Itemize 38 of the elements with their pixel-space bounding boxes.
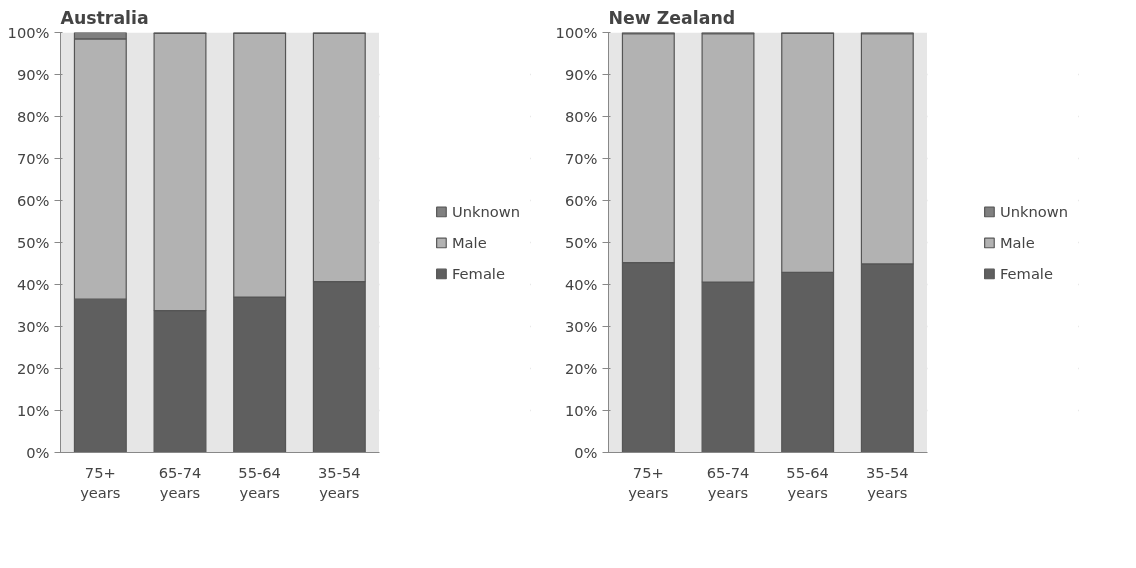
y-tick-label: 30% bbox=[564, 318, 598, 335]
y-tick-label: 80% bbox=[564, 108, 598, 125]
x-tick-label: 35-54 years bbox=[866, 463, 909, 501]
y-tick-label: 70% bbox=[564, 150, 598, 167]
y-tick-label: 20% bbox=[564, 360, 598, 377]
x-tick-label: 35-54 years bbox=[318, 463, 361, 501]
legend-label: Unknown bbox=[451, 202, 520, 220]
y-tick-label: 90% bbox=[16, 66, 50, 83]
y-tick-label: 60% bbox=[16, 192, 50, 209]
y-tick-label: 20% bbox=[16, 360, 50, 377]
y-tick-label: 50% bbox=[16, 234, 50, 251]
y-tick-label: 10% bbox=[16, 402, 50, 419]
x-tick-label: 65-74 years bbox=[706, 463, 750, 501]
x-tick-label: 75+ years bbox=[80, 463, 121, 501]
legend-label: Female bbox=[451, 264, 505, 282]
x-tick-label: 55-64 years bbox=[238, 463, 281, 501]
x-tick-label: 75+ years bbox=[628, 463, 669, 501]
y-tick-label: 90% bbox=[564, 66, 598, 83]
y-tick-label: 80% bbox=[16, 108, 50, 125]
legend-label: Female bbox=[999, 264, 1053, 282]
y-tick-label: 50% bbox=[564, 234, 598, 251]
legend-label: Unknown bbox=[999, 202, 1068, 220]
chart-title: Australia bbox=[60, 7, 149, 28]
y-tick-label: 0% bbox=[26, 444, 50, 461]
y-tick-label: 30% bbox=[16, 318, 50, 335]
y-tick-label: 70% bbox=[16, 150, 50, 167]
y-tick-label: 10% bbox=[564, 402, 598, 419]
x-tick-label: 55-64 years bbox=[786, 463, 829, 501]
legend-label: Male bbox=[451, 233, 487, 251]
y-tick-label: 0% bbox=[574, 444, 598, 461]
legend-label: Male bbox=[999, 233, 1035, 251]
y-tick-label: 40% bbox=[564, 276, 598, 293]
y-tick-label: 100% bbox=[7, 24, 50, 41]
y-tick-label: 40% bbox=[16, 276, 50, 293]
y-tick-label: 100% bbox=[555, 24, 598, 41]
x-tick-label: 65-74 years bbox=[158, 463, 202, 501]
chart-title: New Zealand bbox=[608, 7, 736, 28]
y-tick-label: 60% bbox=[564, 192, 598, 209]
